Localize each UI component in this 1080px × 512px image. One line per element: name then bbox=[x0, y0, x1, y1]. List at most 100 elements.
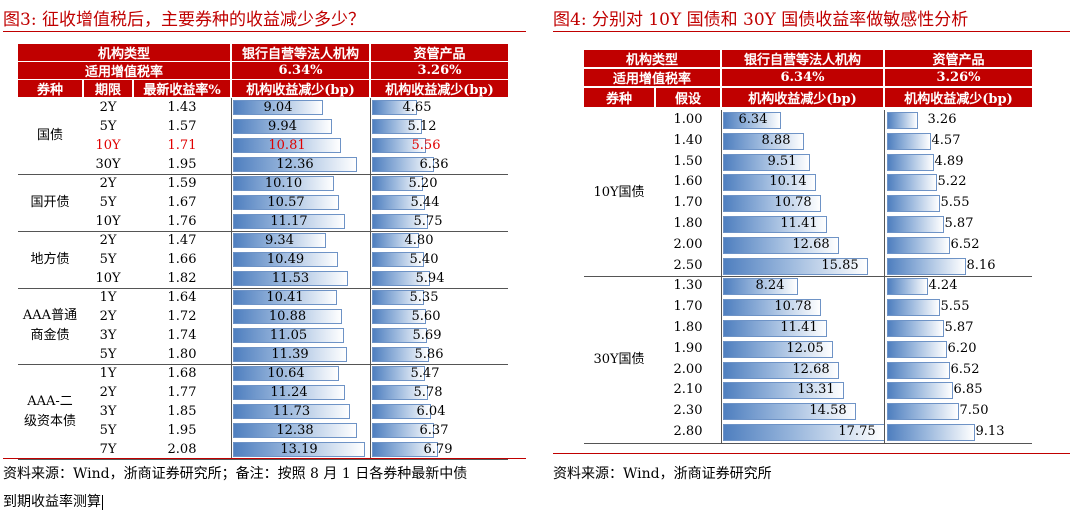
assume-cell: 1.60 bbox=[673, 174, 703, 190]
am-drop-bar bbox=[372, 100, 417, 115]
group-label-line: AAA普通 bbox=[22, 308, 78, 323]
bank-drop-value: 12.68 bbox=[792, 236, 830, 252]
bank-drop-value: 13.31 bbox=[797, 382, 835, 398]
am-drop-bar bbox=[372, 309, 426, 324]
bank-drop-bar bbox=[723, 153, 810, 171]
am-drop-bar bbox=[372, 290, 424, 305]
am-drop-bar bbox=[887, 278, 928, 296]
bank-drop-bar bbox=[233, 214, 345, 229]
am-drop-value: 5.56 bbox=[411, 138, 441, 153]
am-drop-value: 7.50 bbox=[959, 403, 989, 419]
am-drop-value: 5.78 bbox=[413, 385, 443, 400]
tenor-cell: 3Y bbox=[99, 404, 117, 419]
am-drop-bar bbox=[887, 424, 975, 441]
bank-drop-bar bbox=[723, 195, 821, 213]
bank-drop-bar bbox=[723, 340, 833, 358]
tenor-cell: 2Y bbox=[99, 176, 117, 191]
left-figure-title: 图3: 征收增值税后，主要券种的收益减少多少？ bbox=[3, 10, 365, 30]
am-drop-value: 4.24 bbox=[928, 278, 958, 294]
right-header-am: 资管产品 bbox=[885, 50, 1032, 67]
group-label: 地方债 bbox=[18, 231, 82, 288]
tenor-cell: 5Y bbox=[99, 195, 117, 210]
group-separator bbox=[18, 288, 508, 289]
bank-drop-value: 11.17 bbox=[270, 214, 308, 229]
right-header-am-rate: 3.26% bbox=[885, 69, 1032, 86]
group-label-line: 商金债 bbox=[30, 328, 70, 343]
bank-drop-bar bbox=[723, 132, 804, 150]
tenor-cell: 10Y bbox=[95, 271, 121, 286]
group-label-line: 级资本债 bbox=[23, 413, 76, 429]
group-separator bbox=[18, 174, 508, 175]
yield-cell: 1.82 bbox=[167, 271, 197, 286]
bank-drop-value: 9.94 bbox=[268, 119, 297, 134]
left-header-am: 资管产品 bbox=[371, 44, 508, 61]
am-drop-bar bbox=[887, 174, 937, 192]
assume-cell: 2.10 bbox=[673, 382, 703, 398]
am-drop-bar bbox=[372, 366, 425, 381]
am-drop-value: 6.36 bbox=[419, 157, 449, 172]
right-header-vat: 适用增值税率 bbox=[584, 69, 720, 86]
am-drop-bar bbox=[887, 195, 940, 213]
bank-drop-bar bbox=[723, 361, 839, 379]
am-drop-bar bbox=[887, 257, 966, 275]
yield-cell: 1.57 bbox=[167, 119, 197, 134]
left-source-line2: 到期收益率测算 bbox=[3, 491, 103, 511]
right-source-rule bbox=[553, 453, 1070, 454]
am-drop-bar bbox=[887, 132, 931, 150]
right-header-type: 机构类型 bbox=[584, 50, 720, 67]
column-divider bbox=[231, 98, 232, 459]
bank-drop-value: 12.36 bbox=[276, 157, 314, 172]
left-col-tenor: 期限 bbox=[84, 80, 132, 97]
am-drop-bar bbox=[372, 119, 422, 134]
am-drop-value: 5.87 bbox=[944, 320, 974, 335]
yield-cell: 1.67 bbox=[167, 195, 197, 210]
bank-drop-value: 10.78 bbox=[774, 299, 812, 315]
am-drop-bar bbox=[887, 153, 934, 171]
bank-drop-bar bbox=[723, 174, 816, 192]
am-drop-value: 4.65 bbox=[402, 100, 432, 115]
group-separator bbox=[18, 364, 508, 365]
yield-cell: 1.59 bbox=[167, 176, 197, 191]
yield-cell: 1.95 bbox=[167, 423, 197, 438]
am-drop-value: 5.35 bbox=[409, 290, 439, 305]
bank-drop-value: 12.05 bbox=[786, 340, 824, 356]
bank-drop-value: 10.81 bbox=[268, 138, 306, 153]
am-drop-value: 5.12 bbox=[407, 119, 437, 134]
am-drop-bar bbox=[372, 138, 426, 153]
group-label: 国开债 bbox=[18, 174, 82, 231]
am-drop-value: 5.75 bbox=[413, 214, 443, 229]
am-drop-bar bbox=[372, 195, 425, 210]
bank-drop-bar bbox=[233, 176, 334, 191]
bank-drop-value: 15.85 bbox=[821, 257, 859, 273]
assume-cell: 1.30 bbox=[673, 278, 703, 294]
left-header-type: 机构类型 bbox=[18, 44, 230, 61]
yield-cell: 1.68 bbox=[167, 366, 197, 381]
left-col-bank-drop: 机构收益减少(bp) bbox=[232, 80, 369, 97]
column-divider bbox=[721, 110, 722, 443]
yield-cell: 1.43 bbox=[167, 100, 197, 115]
am-drop-bar bbox=[372, 233, 419, 248]
left-header-bank: 银行自营等法人机构 bbox=[232, 44, 369, 61]
bank-drop-bar bbox=[233, 157, 357, 172]
bank-drop-bar bbox=[233, 347, 347, 362]
bank-drop-bar bbox=[233, 138, 341, 153]
am-drop-value: 5.40 bbox=[409, 252, 439, 267]
assume-cell: 2.50 bbox=[673, 257, 703, 273]
bank-drop-bar bbox=[233, 442, 365, 457]
assume-cell: 2.00 bbox=[673, 236, 703, 252]
assume-cell: 1.90 bbox=[673, 340, 703, 356]
am-drop-bar bbox=[372, 347, 429, 362]
bank-drop-bar bbox=[233, 385, 345, 400]
right-col-assume: 假设 bbox=[656, 88, 720, 107]
bank-drop-bar bbox=[723, 236, 839, 254]
tenor-cell: 1Y bbox=[99, 366, 117, 381]
am-drop-bar bbox=[372, 442, 438, 457]
bank-drop-bar bbox=[233, 119, 332, 134]
bank-drop-value: 10.78 bbox=[774, 195, 812, 211]
bank-drop-bar bbox=[233, 195, 339, 210]
right-header-bank: 银行自营等法人机构 bbox=[722, 50, 883, 67]
assume-cell: 2.80 bbox=[673, 424, 703, 439]
left-title-rule bbox=[3, 31, 526, 32]
left-header-vat: 适用增值税率 bbox=[18, 62, 230, 79]
am-drop-value: 5.55 bbox=[940, 299, 970, 315]
